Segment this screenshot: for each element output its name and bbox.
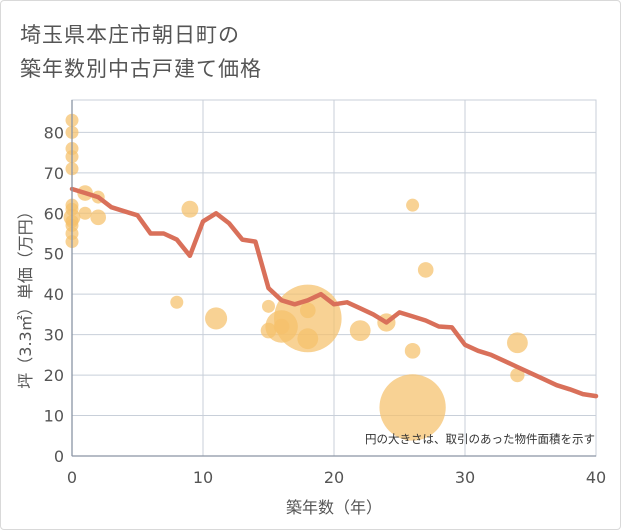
- chart-title-line-2: 築年数別中古戸建て価格: [20, 57, 262, 81]
- y-axis-label: 坪（3.3㎡）単価（万円）: [16, 203, 35, 388]
- scatter-point: [205, 307, 228, 330]
- scatter-point: [406, 198, 420, 212]
- scatter-point: [404, 343, 421, 359]
- y-tick-label: 10: [44, 407, 64, 426]
- scatter-point: [510, 367, 525, 383]
- x-tick-label: 40: [586, 468, 606, 487]
- axes: [71, 100, 596, 457]
- scatter-point: [90, 209, 106, 226]
- trend-line-group: [69, 186, 599, 399]
- trend-line: [69, 186, 599, 399]
- grid-lines: [71, 99, 597, 457]
- scatter-point: [300, 302, 316, 319]
- x-tick-label: 20: [324, 468, 344, 487]
- scatter-point: [379, 374, 446, 441]
- y-tick-label: 30: [44, 326, 64, 345]
- y-tick-label: 80: [44, 123, 64, 142]
- tick-labels: 0 10 20 30 40 50 60 70 80 0 10 20 30 40: [44, 123, 607, 487]
- scatter-point: [507, 332, 528, 354]
- scatter-point: [78, 206, 92, 220]
- x-tick-label: 10: [193, 468, 213, 487]
- size-annotation: 円の大きさは、取引のあった物件面積を示す: [365, 432, 595, 446]
- x-tick-label: 30: [455, 468, 475, 487]
- scatter-point: [262, 299, 275, 313]
- scatter-point: [273, 318, 290, 335]
- x-tick-label: 0: [67, 468, 77, 487]
- chart-title: 埼玉県本庄市朝日町の 築年数別中古戸建て価格: [20, 18, 262, 86]
- y-tick-label: 60: [44, 204, 64, 223]
- y-tick-label: 50: [44, 245, 64, 264]
- x-axis-label: 築年数（年）: [286, 498, 382, 517]
- scatter-point: [417, 262, 434, 278]
- y-tick-label: 70: [44, 164, 64, 183]
- chart-title-line-1: 埼玉県本庄市朝日町の: [20, 23, 240, 47]
- y-tick-label: 0: [54, 447, 64, 466]
- y-tick-label: 20: [44, 366, 64, 385]
- scatter-point: [297, 328, 319, 350]
- scatter-point: [349, 320, 371, 341]
- scatter-point: [181, 200, 199, 218]
- scatter-point: [260, 322, 277, 339]
- scatter-point: [170, 295, 184, 309]
- y-tick-label: 40: [44, 285, 64, 304]
- scatter-points: [63, 113, 528, 441]
